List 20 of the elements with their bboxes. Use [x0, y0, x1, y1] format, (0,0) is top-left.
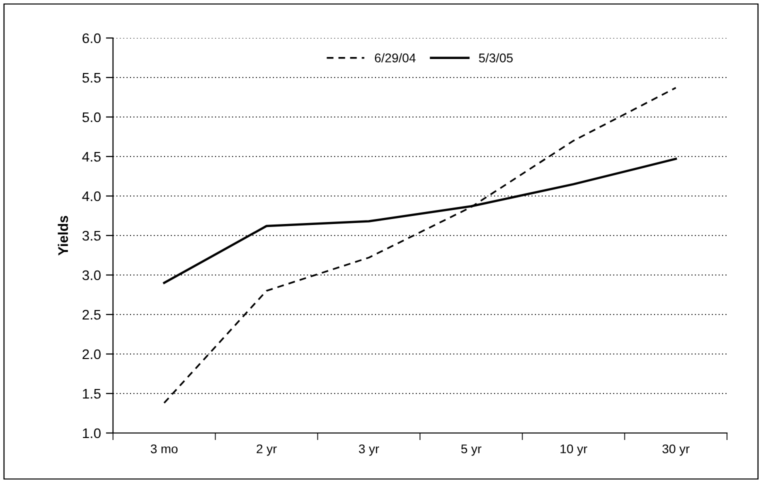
y-tick-label: 4.0 — [82, 191, 101, 202]
y-tick-label: 5.0 — [82, 112, 101, 122]
y-tick-label: 6.0 — [82, 33, 101, 44]
legend-label: 5/3/05 — [478, 53, 513, 62]
x-tick-label: 5 yr — [461, 444, 482, 456]
x-tick-label: 3 mo — [150, 444, 178, 454]
y-tick-label: 3.0 — [82, 270, 101, 280]
y-tick-label: 2.5 — [82, 310, 101, 320]
y-tick-label: 3.5 — [82, 230, 101, 241]
x-tick-label: 2 yr — [256, 444, 277, 456]
x-tick-label: 10 yr — [560, 444, 588, 456]
x-tick-label: 3 yr — [358, 444, 380, 456]
legend-label: 6/29/04 — [374, 53, 416, 62]
x-tick-label: 30 yr — [662, 444, 690, 456]
y-tick-label: 1.5 — [82, 388, 101, 399]
y-axis-title: Yields — [58, 216, 68, 256]
y-tick-label: 2.0 — [82, 349, 101, 360]
y-tick-label: 1.0 — [82, 428, 101, 438]
y-tick-label: 5.5 — [82, 72, 101, 83]
y-tick-label: 4.5 — [82, 152, 101, 162]
